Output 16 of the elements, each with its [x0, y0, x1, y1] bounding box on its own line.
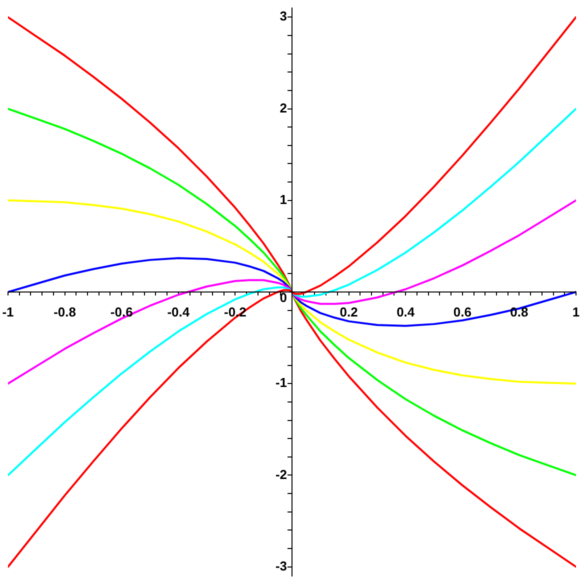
y-tick-label: -2	[275, 466, 287, 482]
x-tick-label: -1	[2, 304, 14, 320]
x-tick-label: -0.6	[110, 304, 133, 320]
y-tick-label: 3	[280, 8, 287, 24]
x-tick-label: -0.4	[167, 304, 190, 320]
x-tick-label: 0.4	[396, 304, 416, 320]
y-tick-label: -1	[275, 375, 287, 390]
x-tick-label: 0.2	[340, 304, 358, 320]
x-tick-label: 0.6	[453, 304, 472, 320]
x-tick-label: 1	[572, 304, 580, 320]
x-tick-label: 0.8	[510, 304, 528, 320]
y-tick-label: 0	[280, 290, 287, 306]
y-tick-label: -3	[275, 558, 287, 574]
x-tick-label: -0.8	[54, 304, 76, 320]
y-tick-label: 2	[280, 100, 287, 116]
y-tick-label: 1	[280, 192, 287, 207]
